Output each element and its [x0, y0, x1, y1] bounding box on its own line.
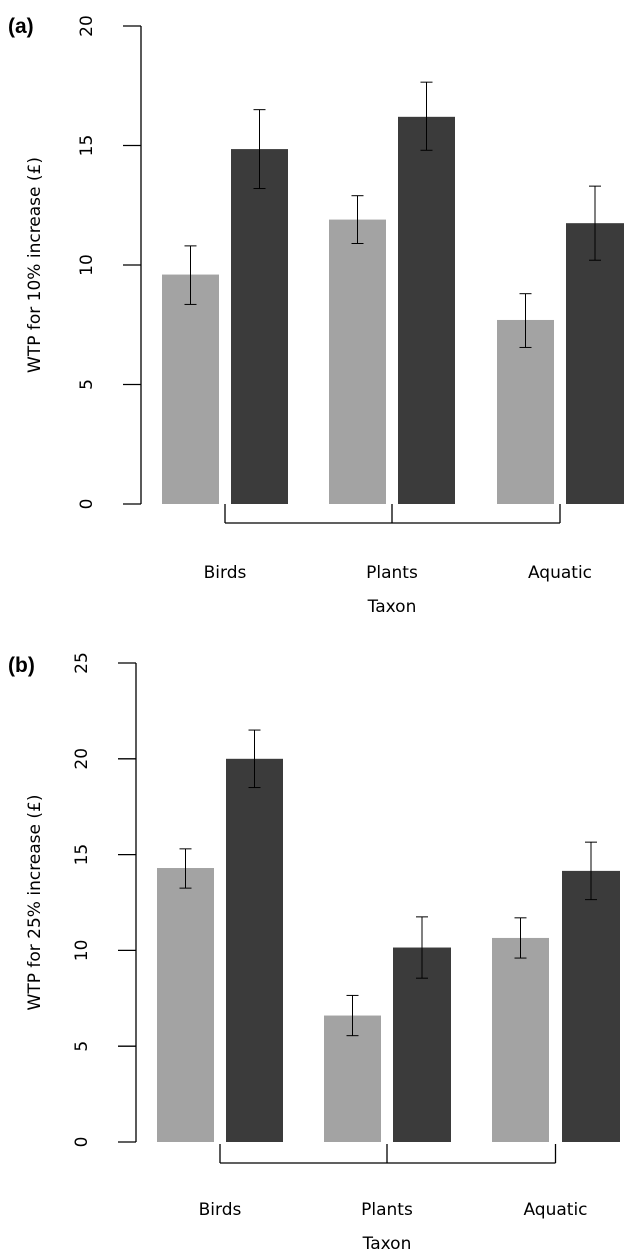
panel-b-y-tick-label: 25: [72, 652, 92, 674]
panel-a-y-tick-label: 20: [77, 15, 97, 37]
panel-b-bar-birds-s1: [157, 868, 214, 1142]
panel-a-bar-plants-s1: [329, 219, 386, 504]
panel-b-x-axis-label: Taxon: [362, 1234, 412, 1254]
panel-b-label: (b): [8, 654, 35, 677]
panel-b-y-tick-label: 5: [72, 1041, 92, 1052]
panel-a-y-tick-label: 5: [77, 379, 97, 390]
panel-a-x-tick-label-aquatic: Aquatic: [528, 563, 592, 583]
panel-a-bar-aquatic-s2: [566, 223, 624, 505]
panel-b-x-tick-label-aquatic: Aquatic: [523, 1200, 587, 1220]
panel-a-label: (a): [8, 15, 34, 38]
panel-b-bar-birds-s2: [226, 758, 283, 1142]
panel-b-y-tick-label: 20: [72, 748, 92, 770]
panel-b-x-tick-label-plants: Plants: [361, 1200, 413, 1220]
panel-a-y-tick-label: 0: [77, 499, 97, 510]
panel-a-bar-aquatic-s1: [497, 319, 554, 504]
panel-a-bar-birds-s2: [231, 149, 288, 504]
panel-b-y-tick-label: 10: [72, 940, 92, 962]
panel-a-bar-birds-s1: [162, 274, 219, 504]
panel-b-y-tick-label: 15: [72, 844, 92, 866]
panel-a-x-tick-label-birds: Birds: [204, 563, 247, 583]
panel-a-x-axis-label: Taxon: [367, 597, 417, 617]
panel-b-y-tick-label: 0: [72, 1137, 92, 1148]
panel-a-y-axis-label: WTP for 10% increase (£): [25, 157, 45, 373]
panel-a-bar-plants-s2: [398, 116, 455, 504]
panel-a-y-tick-label: 10: [77, 254, 97, 276]
panel-b-bar-plants-s2: [393, 947, 451, 1142]
panel-b-y-axis-label: WTP for 25% increase (£): [25, 795, 45, 1011]
panel-b-x-tick-label-birds: Birds: [199, 1200, 242, 1220]
panel-a-y-tick-label: 15: [77, 135, 97, 157]
panel-a-x-tick-label-plants: Plants: [366, 563, 418, 583]
panel-b-bar-aquatic-s2: [562, 870, 620, 1142]
panel-b-bar-plants-s1: [324, 1015, 381, 1142]
panel-b-bar-aquatic-s1: [492, 937, 549, 1142]
